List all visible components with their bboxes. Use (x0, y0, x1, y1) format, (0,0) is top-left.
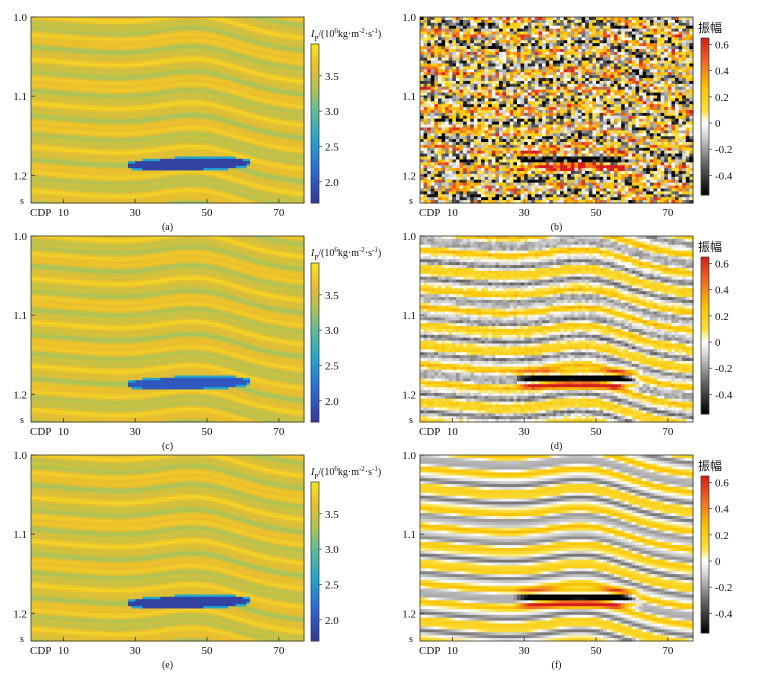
figure: 1.01.11.2s10 30 50 70CDP(a)3.53.02.52.0IP/(… (0, 0, 761, 678)
heatmap-a (31, 17, 305, 204)
